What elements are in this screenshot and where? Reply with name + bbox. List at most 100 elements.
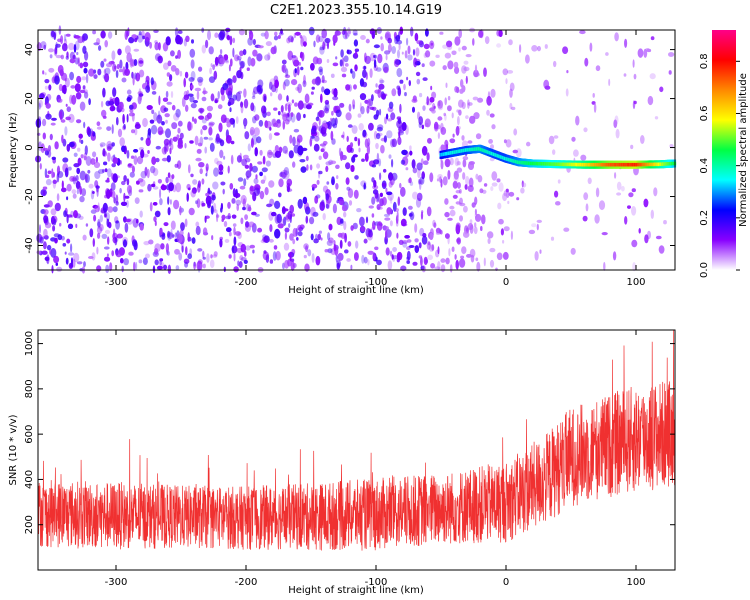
x-tick-label: 100 [626, 277, 645, 288]
heatmap-cell [257, 45, 264, 49]
heatmap-cell [72, 258, 76, 268]
heatmap-cell [305, 155, 309, 162]
heatmap-cell [310, 91, 314, 95]
heatmap-cell [420, 158, 424, 166]
heatmap-cell [245, 170, 252, 178]
heatmap-cell [632, 262, 636, 272]
heatmap-cell [210, 205, 214, 215]
heatmap-cell [179, 70, 183, 77]
heatmap-cell [341, 73, 347, 78]
heatmap-cell [219, 57, 226, 65]
heatmap-cell [472, 38, 475, 46]
heatmap-cell [491, 124, 496, 130]
heatmap-cell [455, 259, 459, 270]
heatmap-cell [196, 198, 201, 209]
heatmap-cell [379, 108, 382, 116]
heatmap-cell [233, 266, 239, 273]
heatmap-cell [366, 144, 370, 155]
heatmap-cell [396, 232, 399, 239]
heatmap-cell [592, 93, 595, 98]
heatmap-cell [288, 223, 291, 228]
heatmap-cell [201, 200, 204, 208]
heatmap-cell [331, 117, 336, 127]
heatmap-cell [91, 252, 96, 261]
heatmap-cell [310, 135, 315, 139]
heatmap-cell [92, 238, 96, 247]
heatmap-cell [74, 83, 81, 92]
heatmap-cell [332, 96, 339, 101]
heatmap-cell [57, 171, 64, 178]
heatmap-cell [570, 247, 576, 255]
heatmap-cell [445, 82, 448, 89]
heatmap-cell [389, 250, 393, 257]
heatmap-cell [387, 118, 393, 122]
heatmap-cell [340, 49, 344, 58]
heatmap-cell [440, 264, 446, 273]
heatmap-cell [306, 104, 312, 110]
heatmap-cell [268, 133, 273, 141]
heatmap-cell [655, 235, 662, 240]
heatmap-cell [396, 67, 403, 78]
heatmap-cell [184, 218, 188, 228]
heatmap-cell [378, 83, 385, 90]
heatmap-cell [497, 202, 502, 210]
heatmap-cell [400, 186, 406, 197]
heatmap-cell [65, 257, 69, 265]
heatmap-cell [368, 229, 373, 238]
heatmap-cell [123, 124, 126, 130]
heatmap-cell [289, 233, 294, 241]
heatmap-cell [251, 95, 256, 100]
y-tick-label: -40 [24, 237, 35, 253]
heatmap-cell [288, 150, 294, 159]
x-tick-label: -200 [235, 277, 258, 288]
heatmap-cell [491, 124, 496, 130]
heatmap-cell [416, 192, 423, 202]
heatmap-cell [326, 181, 330, 185]
heatmap-cell [259, 171, 263, 177]
heatmap-cell [461, 101, 466, 110]
heatmap-cell [623, 73, 627, 77]
heatmap-cell [320, 93, 323, 104]
heatmap-cell [257, 227, 263, 233]
heatmap-cell [157, 179, 162, 184]
heatmap-cell [120, 201, 128, 206]
heatmap-cell [243, 178, 247, 187]
heatmap-cell [319, 68, 323, 76]
heatmap-cell [409, 145, 412, 151]
heatmap-cell [371, 106, 377, 111]
heatmap-cell [409, 211, 415, 221]
heatmap-cell [282, 120, 286, 130]
heatmap-cell [473, 69, 479, 78]
heatmap-cell [379, 172, 382, 181]
heatmap-cell [467, 102, 473, 106]
heatmap-cell [243, 117, 248, 127]
y-tick-label: 40 [24, 43, 35, 56]
heatmap-cell [464, 184, 468, 190]
heatmap-cell [643, 198, 649, 208]
heatmap-cell [373, 44, 380, 49]
heatmap-cell [236, 70, 243, 79]
heatmap-cell [131, 112, 135, 122]
heatmap-cell [285, 215, 289, 220]
heatmap-cell [414, 32, 419, 42]
heatmap-cell [109, 105, 115, 112]
y-tick-label: 200 [24, 515, 35, 534]
heatmap-cell [416, 162, 423, 171]
heatmap-cell [406, 76, 409, 81]
heatmap-cell [250, 138, 254, 148]
heatmap-cell [402, 156, 409, 166]
heatmap-cell [56, 94, 61, 103]
heatmap-cell [117, 48, 122, 56]
heatmap-cell [416, 40, 423, 45]
heatmap-cell [88, 98, 91, 106]
heatmap-cell [236, 204, 239, 211]
heatmap-cell [384, 217, 391, 221]
heatmap-cell [351, 125, 358, 134]
heatmap-cell [388, 154, 392, 159]
heatmap-cell [383, 226, 390, 231]
heatmap-cell [418, 40, 424, 48]
heatmap-cell [525, 54, 530, 64]
heatmap-cell [84, 173, 88, 183]
heatmap-cell [468, 161, 475, 165]
heatmap-cell [463, 66, 470, 72]
